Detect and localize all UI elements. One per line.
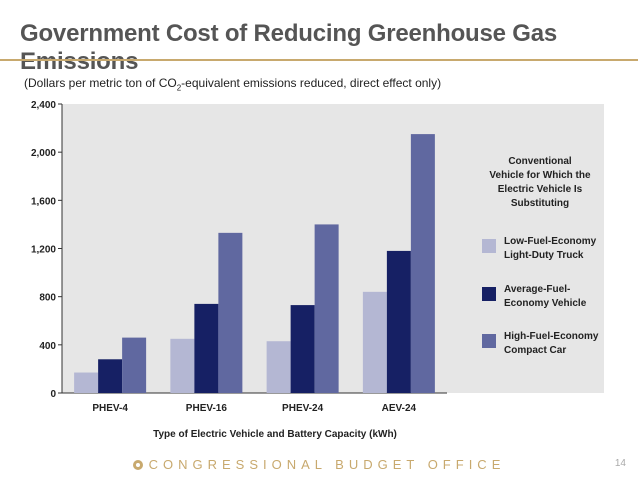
x-tick-label: AEV-24	[382, 403, 417, 414]
x-tick-label: PHEV-24	[282, 403, 324, 414]
y-tick-label: 800	[39, 293, 56, 304]
bar-chart: 0 400 800 1,200 1,600 2,000 2,400 PHEV-4 PHEV-16…	[31, 100, 604, 440]
subtitle-text-pre: (Dollars per metric ton of CO	[24, 76, 177, 90]
bar	[122, 337, 147, 393]
bar	[410, 134, 435, 393]
y-tick-label: 2,000	[31, 148, 56, 159]
legend-swatch	[482, 239, 496, 253]
x-tick-label: PHEV-4	[92, 403, 128, 414]
footer: CONGRESSIONAL BUDGET OFFICE	[0, 457, 638, 472]
legend-label: Low-Fuel-Economy Light-Duty Truck	[504, 236, 597, 261]
subtitle-text-post: -equivalent emissions reduced, direct ef…	[181, 76, 442, 90]
page-title: Government Cost of Reducing Greenhouse G…	[20, 20, 558, 75]
legend-title: Conventional Vehicle for Which the Electri…	[489, 156, 591, 209]
y-tick-label: 2,400	[31, 100, 56, 111]
x-axis-label: Type of Electric Vehicle and Battery Cap…	[153, 429, 397, 440]
cbo-logo-icon	[132, 460, 143, 470]
bar	[386, 250, 411, 393]
bar	[218, 232, 243, 393]
footer-text: CONGRESSIONAL BUDGET OFFICE	[148, 457, 506, 472]
legend-swatch	[482, 334, 496, 348]
y-tick-label: 1,200	[31, 245, 56, 256]
bar	[314, 224, 339, 393]
subtitle-subscript: 2	[176, 83, 182, 93]
chart-subtitle: (Dollars per metric ton of CO2-equivalen…	[24, 76, 441, 92]
y-tick-label: 1,600	[31, 196, 56, 207]
bar	[362, 291, 387, 393]
legend-swatch	[482, 287, 496, 301]
bar	[98, 359, 123, 393]
bar	[170, 338, 195, 393]
bar	[266, 341, 291, 393]
y-tick-label: 0	[50, 389, 56, 400]
legend-label: Average-Fuel-Economy Vehicle	[504, 284, 587, 309]
bar	[74, 372, 99, 393]
y-tick-label: 400	[39, 341, 56, 352]
bar	[194, 303, 219, 393]
legend-label: High-Fuel-Economy Compact Car	[504, 331, 599, 356]
x-tick-label: PHEV-16	[186, 403, 228, 414]
page-number: 14	[614, 458, 626, 469]
bar	[290, 305, 315, 393]
title-divider	[0, 59, 638, 61]
